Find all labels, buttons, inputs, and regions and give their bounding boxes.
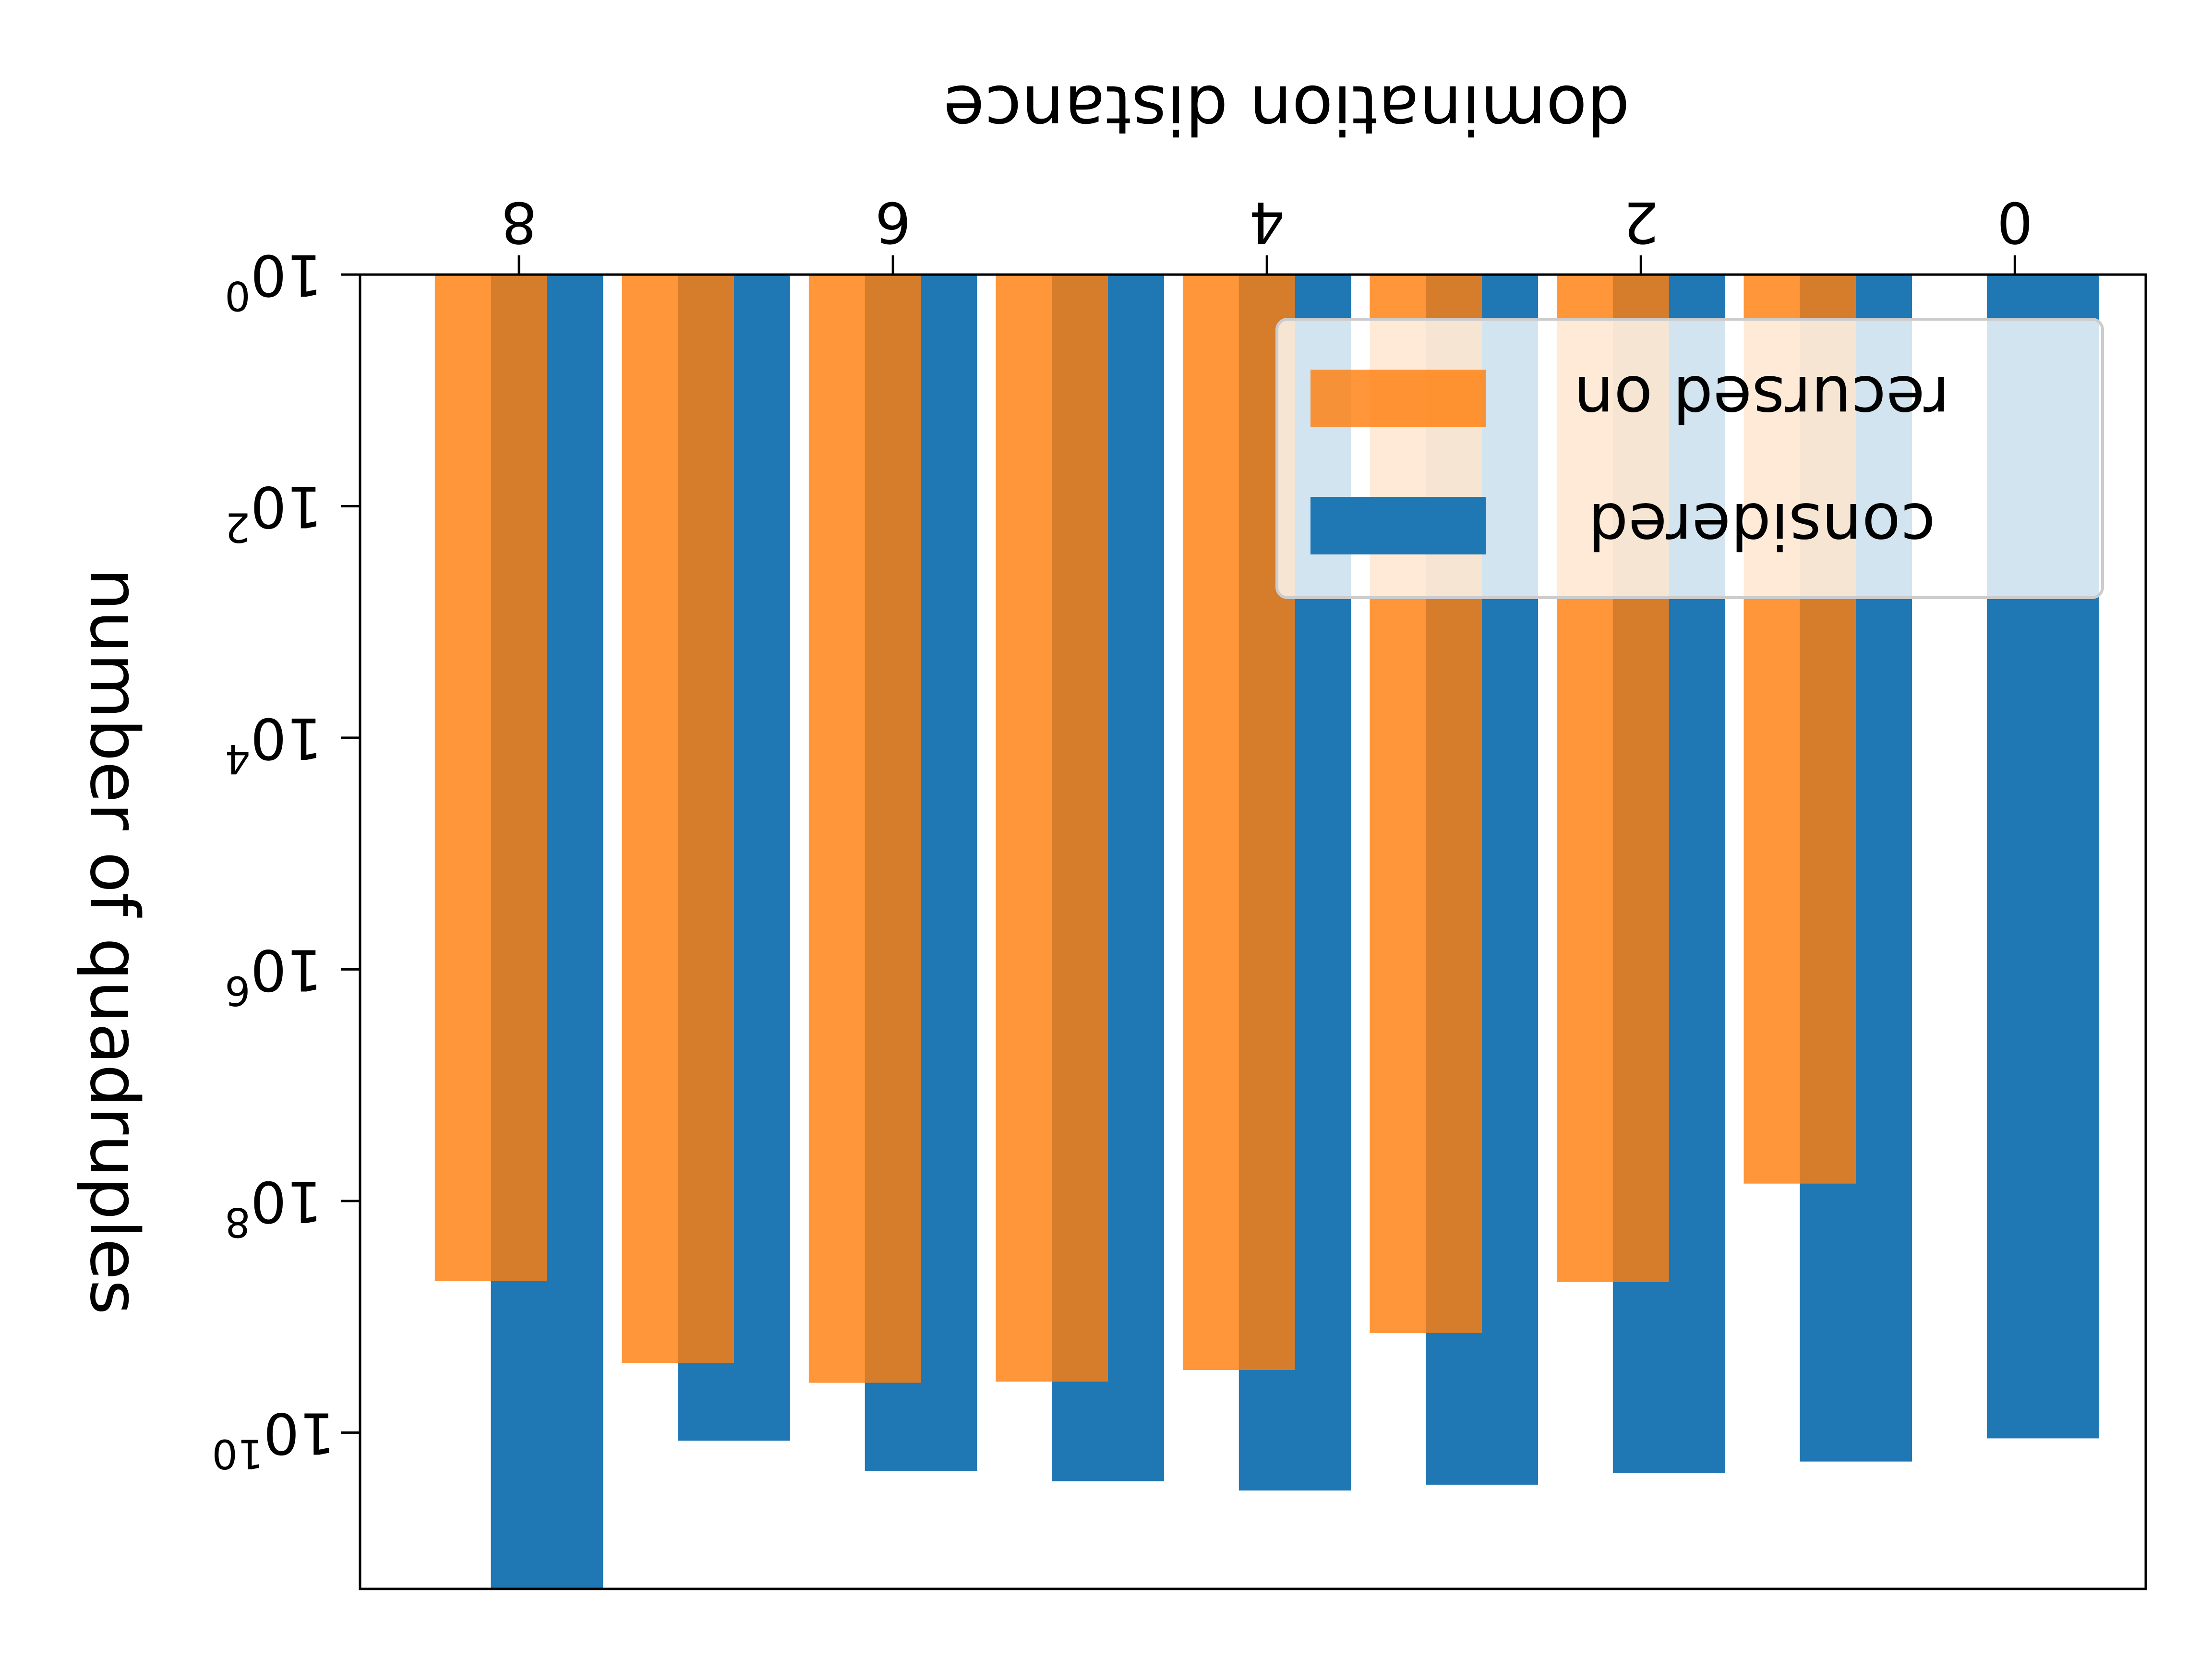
y-tick-label-10: 1010 [212,1400,335,1477]
y-tick-text-8: 108 [225,1168,323,1246]
y-tick-text-2: 102 [225,473,323,551]
y-tick-base: 10 [251,705,323,771]
y-tick-exponent: 8 [225,1199,250,1246]
x-tick-label-6: 6 [875,189,911,255]
y-tick-exponent: 10 [212,1430,263,1477]
x-tick-label-0: 0 [1997,189,2033,255]
y-axis-label: number of quadruples [75,568,153,1315]
bar-recursed-on-5 [996,275,1108,1382]
y-tick-exponent: 6 [225,967,250,1014]
y-tick-base: 10 [251,473,323,540]
legend-label-considered: considered [1588,489,1936,563]
legend-swatch-recursed-on [1310,370,1486,427]
y-tick-base: 10 [251,1168,323,1235]
y-tick-base: 10 [263,1400,335,1466]
y-tick-label-4: 104 [225,705,323,782]
y-tick-label-6: 106 [225,937,323,1014]
bar-recursed-on-7 [622,275,734,1363]
y-tick-exponent: 4 [225,735,250,782]
y-tick-label-8: 108 [225,1168,323,1246]
y-tick-text-10: 1010 [212,1400,335,1477]
x-tick-label-2: 2 [1623,189,1659,255]
legend-swatch-considered [1310,497,1486,554]
bar-recursed-on-6 [808,275,921,1383]
x-axis-label: domination distance [943,70,1630,148]
y-tick-base: 10 [251,937,323,1003]
y-tick-base: 10 [251,242,323,308]
y-tick-text-0: 100 [225,242,323,319]
y-tick-text-6: 106 [225,937,323,1014]
y-tick-label-0: 100 [225,242,323,319]
y-tick-label-2: 102 [225,473,323,551]
legend-label-recursed-on: recursed on [1574,361,1949,435]
bar-recursed-on-8 [434,275,547,1281]
plot-frame [359,273,2147,1590]
y-tick-exponent: 2 [225,504,250,551]
y-tick-exponent: 0 [225,272,250,319]
legend: recursed on considered [1275,318,2104,599]
x-tick-label-8: 8 [501,189,537,255]
x-tick-label-4: 4 [1249,189,1285,255]
y-tick-text-4: 104 [225,705,323,782]
